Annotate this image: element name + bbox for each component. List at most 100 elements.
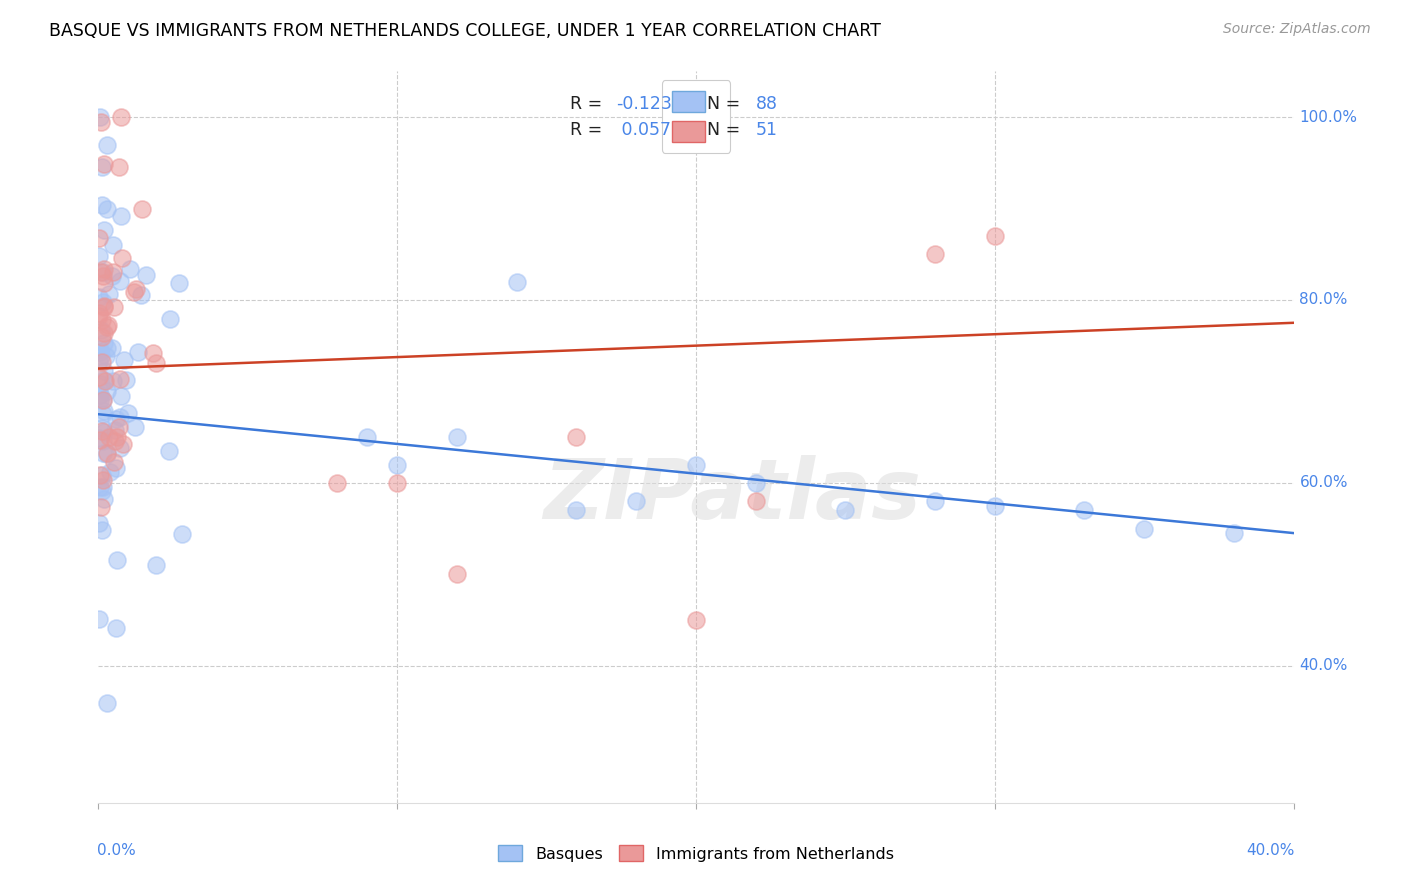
Point — [93, 407, 115, 421]
Point — [93, 276, 115, 290]
Point — [93, 157, 115, 171]
Point — [96, 342, 118, 356]
Point — [124, 420, 146, 434]
Point — [108, 372, 131, 386]
Point — [108, 410, 131, 425]
Point — [111, 437, 134, 451]
Point — [87, 290, 110, 304]
Point — [89, 248, 111, 262]
Point — [93, 363, 115, 377]
Point — [91, 355, 114, 369]
Point — [93, 403, 115, 417]
Point — [89, 431, 111, 445]
Point — [89, 231, 111, 245]
Point — [89, 388, 111, 402]
Point — [93, 261, 115, 276]
Text: -0.123: -0.123 — [616, 95, 672, 113]
Point — [89, 387, 111, 401]
Point — [141, 346, 163, 360]
Point — [145, 558, 167, 573]
Point — [104, 621, 127, 635]
Point — [91, 268, 114, 283]
Point — [167, 276, 190, 290]
Point — [87, 516, 110, 530]
Point — [91, 295, 114, 310]
Point — [984, 228, 1007, 243]
Point — [90, 349, 112, 363]
Point — [565, 503, 588, 517]
Point — [101, 374, 124, 388]
Point — [91, 392, 114, 407]
Point — [108, 419, 131, 434]
Point — [745, 475, 768, 490]
Point — [93, 336, 115, 351]
Point — [89, 110, 111, 124]
Point — [446, 430, 468, 444]
Text: 51: 51 — [756, 121, 778, 139]
Legend: , : , — [662, 80, 730, 153]
Point — [104, 423, 127, 437]
Point — [1133, 521, 1156, 535]
Point — [90, 313, 112, 327]
Point — [1073, 503, 1095, 517]
Point — [117, 406, 139, 420]
Point — [98, 286, 121, 301]
Point — [91, 330, 114, 344]
Point — [90, 377, 112, 392]
Point — [172, 526, 194, 541]
Point — [91, 392, 114, 407]
Text: BASQUE VS IMMIGRANTS FROM NETHERLANDS COLLEGE, UNDER 1 YEAR CORRELATION CHART: BASQUE VS IMMIGRANTS FROM NETHERLANDS CO… — [49, 22, 882, 40]
Point — [91, 424, 114, 438]
Point — [924, 247, 946, 261]
Point — [89, 500, 111, 515]
Point — [89, 433, 111, 447]
Point — [103, 455, 125, 469]
Point — [90, 114, 112, 128]
Point — [90, 264, 112, 278]
Point — [356, 430, 378, 444]
Point — [93, 300, 115, 314]
Point — [122, 285, 145, 299]
Point — [90, 467, 112, 482]
Point — [94, 349, 117, 363]
Point — [87, 370, 110, 384]
Text: 60.0%: 60.0% — [1299, 475, 1348, 491]
Point — [93, 223, 115, 237]
Point — [110, 389, 132, 403]
Text: 0.057: 0.057 — [616, 121, 671, 139]
Point — [91, 480, 114, 494]
Point — [129, 287, 152, 301]
Point — [96, 320, 118, 334]
Point — [108, 160, 131, 174]
Point — [125, 282, 148, 296]
Point — [91, 434, 114, 449]
Point — [131, 202, 153, 216]
Text: N =: N = — [696, 95, 745, 113]
Point — [90, 523, 112, 537]
Point — [89, 393, 111, 408]
Point — [159, 444, 181, 458]
Point — [145, 355, 167, 369]
Point — [87, 306, 110, 320]
Point — [91, 198, 114, 212]
Point — [89, 480, 111, 494]
Point — [104, 434, 127, 448]
Point — [89, 342, 111, 356]
Text: 100.0%: 100.0% — [1299, 110, 1358, 125]
Text: R =: R = — [571, 121, 609, 139]
Point — [110, 442, 132, 456]
Point — [110, 209, 132, 223]
Point — [93, 425, 115, 439]
Point — [1223, 526, 1246, 541]
Point — [96, 384, 118, 398]
Point — [127, 345, 149, 359]
Point — [103, 238, 125, 252]
Point — [326, 475, 349, 490]
Point — [93, 375, 115, 389]
Point — [97, 318, 120, 333]
Point — [685, 458, 707, 472]
Text: 40.0%: 40.0% — [1246, 843, 1295, 858]
Point — [91, 446, 114, 460]
Point — [565, 430, 588, 444]
Point — [89, 467, 111, 482]
